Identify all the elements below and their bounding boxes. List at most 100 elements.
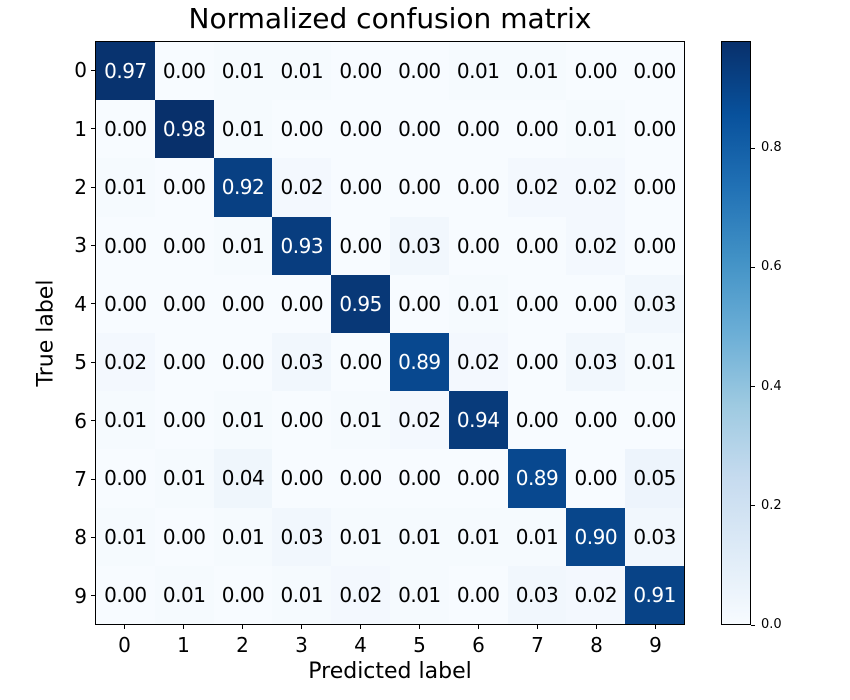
matrix-cell: 0.02	[566, 158, 626, 217]
colorbar	[721, 41, 751, 625]
matrix-cell: 0.00	[389, 274, 449, 333]
y-tick-mark	[91, 128, 95, 130]
matrix-cell: 0.02	[272, 158, 332, 217]
x-tick-label: 2	[236, 633, 249, 657]
y-tick-mark	[91, 244, 95, 246]
y-tick-mark	[91, 186, 95, 188]
matrix-cell: 0.90	[566, 507, 626, 566]
x-tick-mark	[478, 625, 479, 629]
matrix-cell: 0.03	[272, 507, 332, 566]
matrix-cell: 0.01	[154, 565, 214, 624]
matrix-cell: 0.00	[272, 391, 332, 450]
matrix-cell: 0.00	[154, 42, 214, 101]
matrix-cell: 0.00	[625, 391, 684, 450]
matrix-cell: 0.00	[625, 216, 684, 275]
matrix-cell: 0.00	[331, 333, 390, 392]
matrix-cell: 0.00	[566, 42, 626, 101]
matrix-cell: 0.02	[507, 158, 567, 217]
matrix-cell: 0.00	[448, 216, 508, 275]
matrix-cell: 0.00	[331, 158, 390, 217]
matrix-cell: 0.93	[272, 216, 332, 275]
colorbar-tick-label: 0.0	[761, 617, 782, 632]
y-tick-label: 8	[74, 525, 87, 550]
matrix-cell: 0.00	[507, 333, 567, 392]
matrix-cell: 0.00	[154, 391, 214, 450]
matrix-cell: 0.00	[389, 449, 449, 508]
matrix-cell: 0.03	[389, 216, 449, 275]
y-tick-label: 0	[74, 58, 87, 83]
matrix-cell: 0.00	[213, 565, 273, 624]
matrix-cell: 0.00	[213, 333, 273, 392]
matrix-cell: 0.00	[96, 274, 155, 333]
y-tick-label: 2	[74, 175, 87, 199]
x-tick-label: 1	[177, 633, 190, 657]
x-axis-label: Predicted label	[308, 659, 472, 684]
x-tick-mark	[360, 625, 361, 629]
matrix-cell: 0.00	[272, 274, 332, 333]
chart-title: Normalized confusion matrix	[188, 2, 592, 35]
matrix-cell: 0.03	[272, 333, 332, 392]
matrix-cell: 0.00	[448, 158, 508, 217]
y-tick-mark	[91, 595, 95, 597]
matrix-cell: 0.00	[154, 333, 214, 392]
y-tick-label: 1	[74, 116, 87, 141]
colorbar-tick-label: 0.6	[761, 259, 782, 275]
colorbar-tick-mark	[751, 505, 755, 507]
x-tick-mark	[183, 625, 184, 629]
matrix-cell: 0.01	[213, 216, 273, 275]
x-tick-mark	[655, 625, 656, 629]
matrix-cell: 0.01	[213, 100, 273, 159]
matrix-cell: 0.00	[507, 391, 567, 450]
y-tick-mark	[91, 420, 95, 422]
colorbar-tick-mark	[751, 147, 755, 149]
matrix-cell: 0.89	[389, 333, 449, 392]
matrix-cell: 0.01	[507, 42, 567, 101]
matrix-cell: 0.00	[96, 449, 155, 508]
matrix-cell: 0.00	[448, 100, 508, 159]
matrix-cell: 0.00	[272, 100, 332, 159]
x-tick-label: 5	[413, 633, 426, 657]
matrix-cell: 0.01	[625, 333, 684, 392]
y-tick-label: 4	[74, 291, 87, 316]
matrix-cell: 0.91	[625, 565, 684, 624]
matrix-cell: 0.00	[154, 158, 214, 217]
matrix-cell: 0.02	[389, 391, 449, 450]
matrix-cell: 0.02	[331, 565, 390, 624]
matrix-cell: 0.00	[96, 565, 155, 624]
x-tick-label: 7	[531, 633, 544, 657]
matrix-cell: 0.02	[96, 333, 155, 392]
matrix-cell: 0.00	[566, 449, 626, 508]
colorbar-tick-label: 0.2	[761, 497, 782, 513]
matrix-cell: 0.01	[389, 565, 449, 624]
matrix-cell: 0.03	[507, 565, 567, 624]
x-tick-mark	[596, 625, 597, 629]
matrix-cell: 0.00	[507, 100, 567, 159]
matrix-cell: 0.94	[448, 391, 508, 450]
matrix-cell: 0.01	[331, 507, 390, 566]
matrix-cell: 0.01	[507, 507, 567, 566]
matrix-cell: 0.00	[566, 274, 626, 333]
x-tick-mark	[419, 625, 420, 629]
matrix-cell: 0.01	[272, 565, 332, 624]
matrix-cell: 0.92	[213, 158, 273, 217]
y-tick-label: 3	[74, 233, 87, 258]
x-tick-label: 8	[590, 633, 603, 657]
matrix-cell: 0.05	[625, 449, 684, 508]
x-tick-label: 3	[295, 633, 308, 657]
y-tick-mark	[91, 303, 95, 305]
matrix-cell: 0.00	[331, 449, 390, 508]
matrix-cell: 0.00	[331, 100, 390, 159]
matrix-cell: 0.01	[448, 274, 508, 333]
x-tick-label: 0	[118, 633, 131, 657]
matrix-cell: 0.00	[272, 449, 332, 508]
matrix-cell: 0.00	[154, 507, 214, 566]
matrix-cell: 0.00	[389, 42, 449, 101]
matrix-cell: 0.00	[448, 449, 508, 508]
colorbar-tick-label: 0.8	[761, 140, 782, 156]
matrix-cell: 0.01	[213, 42, 273, 101]
matrix-cell: 0.01	[448, 507, 508, 566]
matrix-cell: 0.01	[154, 449, 214, 508]
matrix-cell: 0.03	[625, 507, 684, 566]
matrix-cell: 0.01	[96, 391, 155, 450]
